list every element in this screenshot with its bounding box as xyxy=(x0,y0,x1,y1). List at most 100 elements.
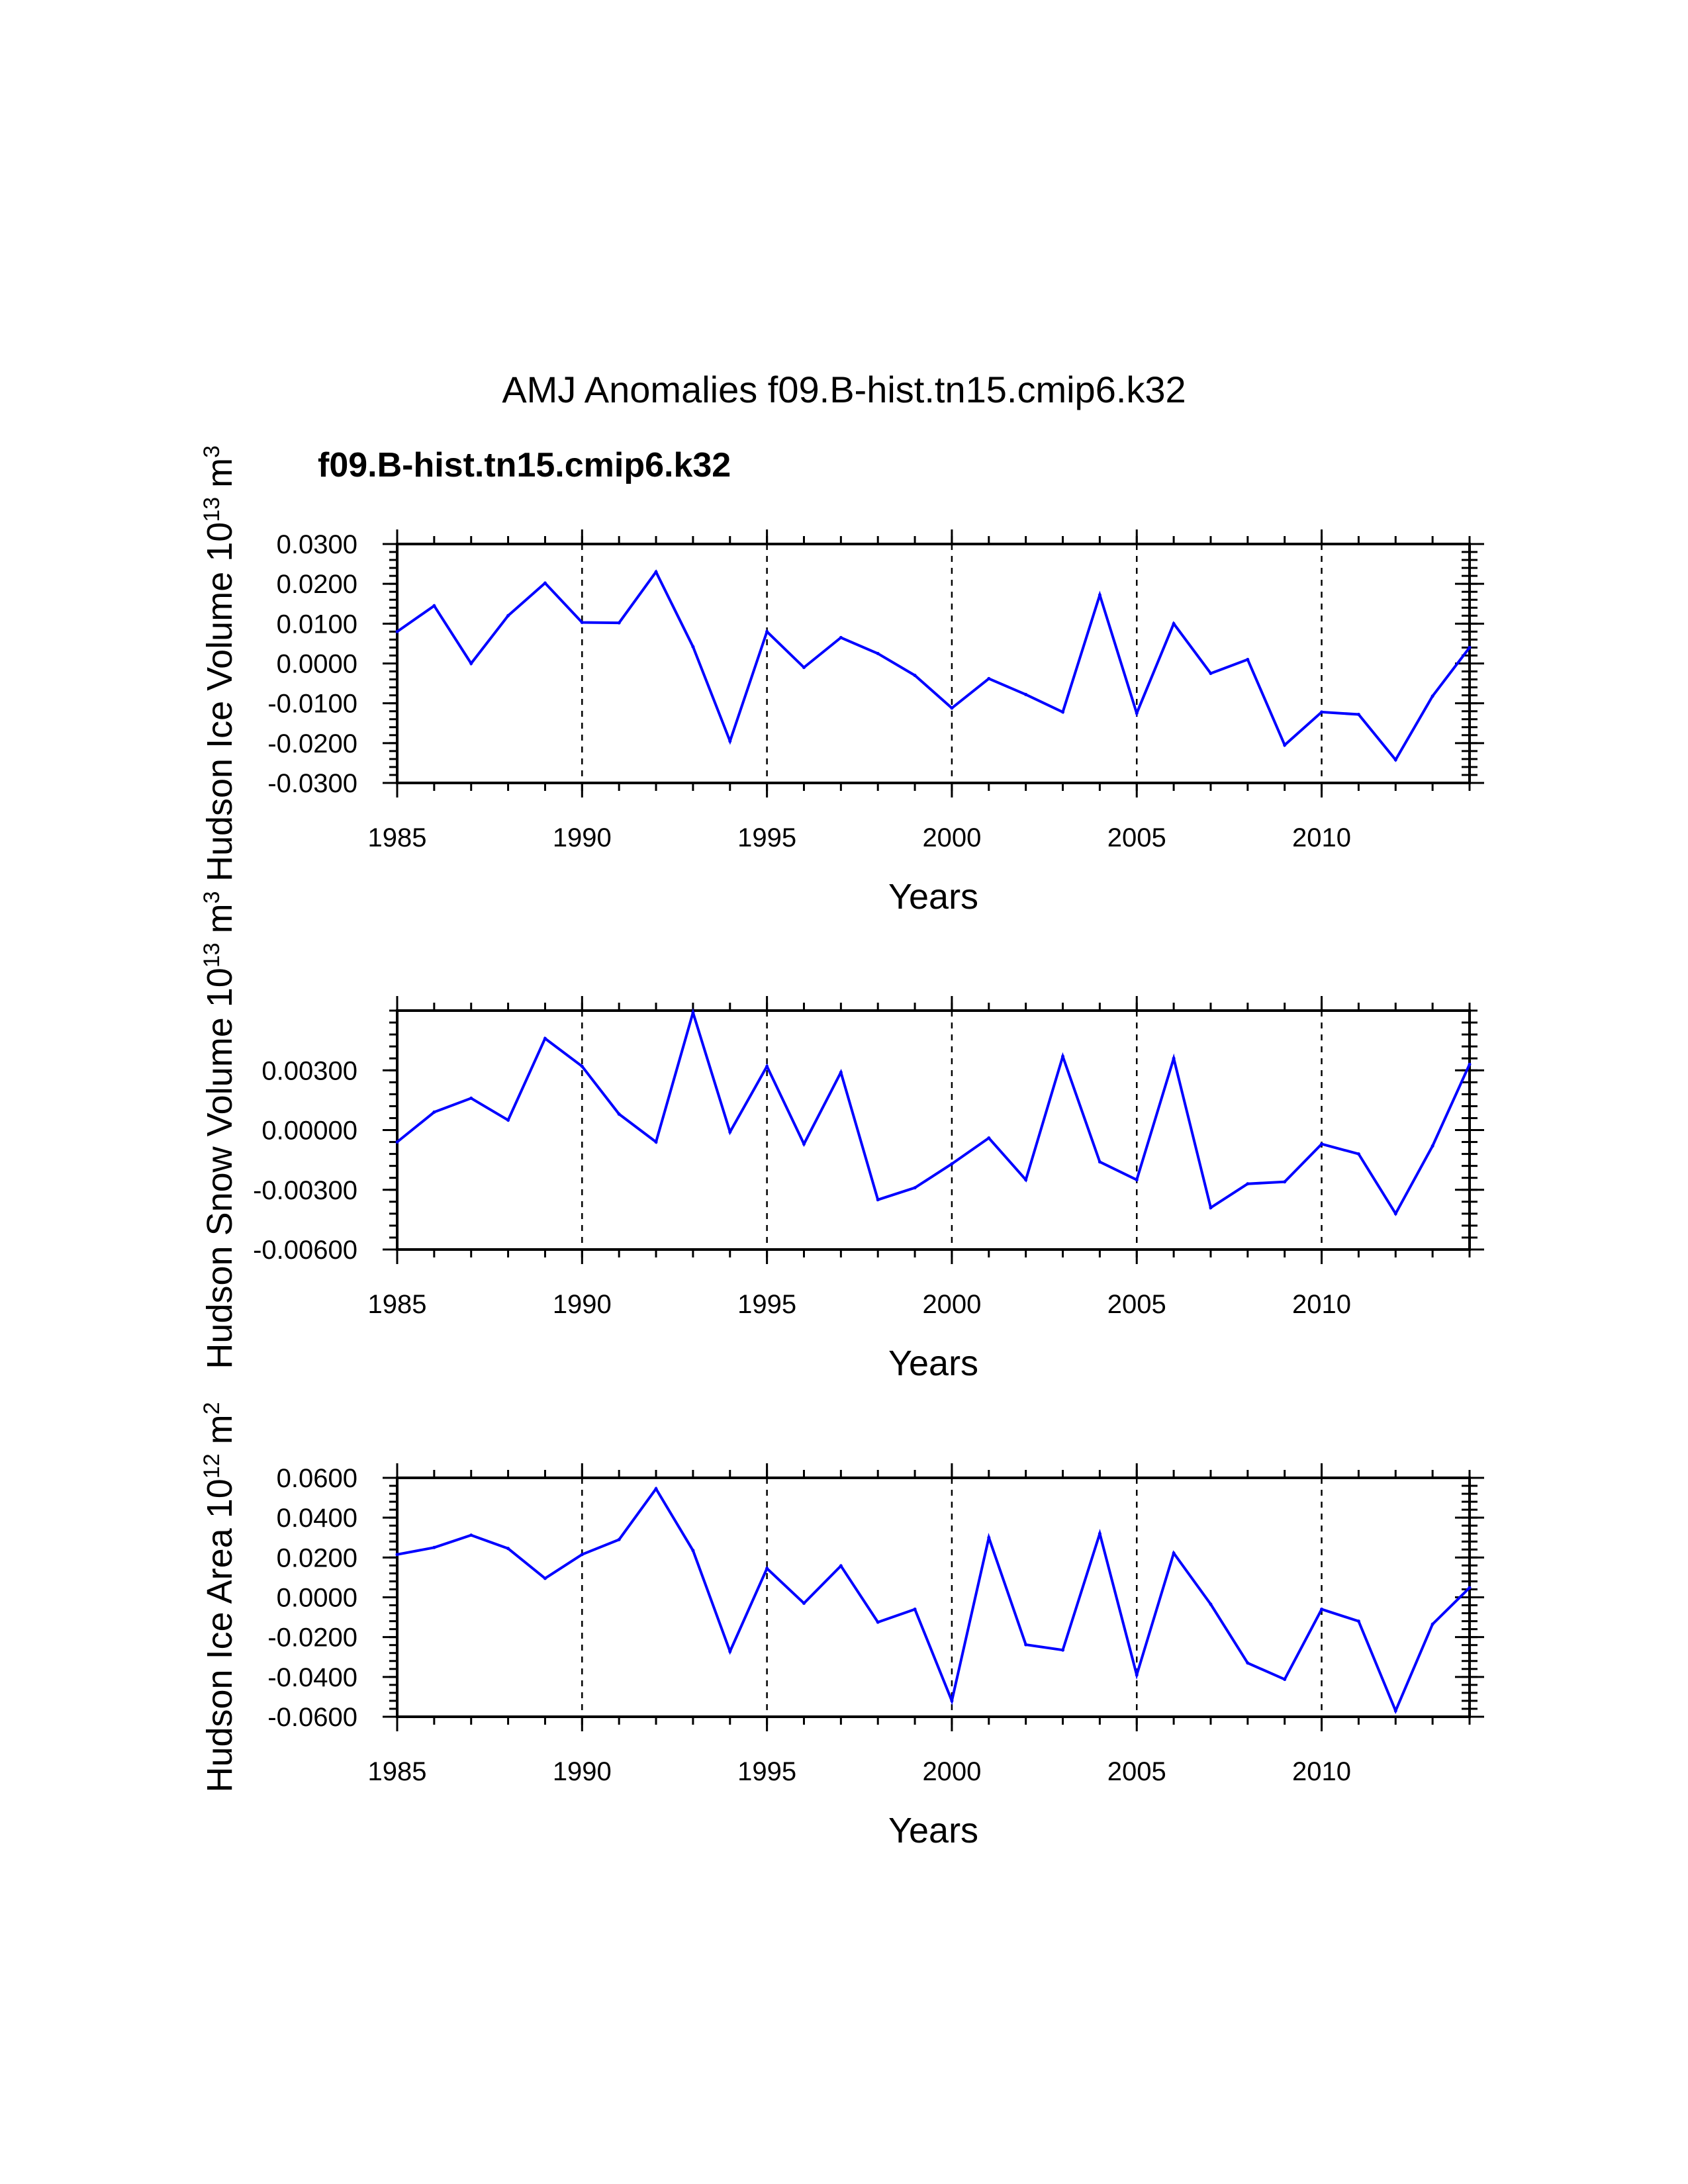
data-point xyxy=(432,1110,436,1114)
data-point xyxy=(1430,1622,1434,1626)
data-point xyxy=(1356,1152,1360,1156)
series-line xyxy=(396,569,1471,762)
x-tick-label: 2005 xyxy=(1107,1757,1166,1786)
y-tick-label: -0.00300 xyxy=(253,1176,357,1205)
data-point xyxy=(543,1576,547,1580)
x-axis-label: Years xyxy=(888,1343,978,1383)
y-axis-label-part: m xyxy=(200,903,240,933)
data-point xyxy=(1468,1586,1472,1590)
x-tick-label: 2000 xyxy=(922,1757,981,1786)
data-point xyxy=(469,1096,473,1100)
x-tick-label: 1995 xyxy=(737,823,796,852)
x-tick-label: 2005 xyxy=(1107,1290,1166,1319)
y-tick-label: -0.0200 xyxy=(267,1623,357,1653)
y-tick-label: -0.0400 xyxy=(267,1663,357,1692)
data-point xyxy=(1024,1178,1028,1182)
data-point xyxy=(802,1602,806,1606)
series-line xyxy=(397,1486,1471,1715)
data-point xyxy=(1393,758,1397,762)
x-tick-label: 2010 xyxy=(1292,823,1351,852)
y-tick-label: -0.0200 xyxy=(267,729,357,758)
data-point xyxy=(691,1549,695,1553)
y-tick-label: 0.00300 xyxy=(261,1056,357,1085)
data-point xyxy=(395,1140,399,1144)
data-point xyxy=(950,706,954,710)
y-axis-label: Hudson Ice Area 1012 m2 xyxy=(199,1402,240,1792)
x-tick-label: 2000 xyxy=(922,1290,981,1319)
data-point xyxy=(1283,1180,1287,1184)
data-point xyxy=(1209,1602,1213,1606)
data-point xyxy=(1172,1551,1176,1555)
data-point xyxy=(1098,1531,1102,1535)
data-point xyxy=(1061,1054,1065,1058)
data-point xyxy=(691,645,695,649)
x-tick-label: 1985 xyxy=(368,1757,427,1786)
data-point xyxy=(1356,713,1360,717)
data-point xyxy=(580,621,584,625)
data-point xyxy=(1135,711,1139,715)
data-point xyxy=(580,1553,584,1557)
snow-volume-panel: 1985 1990 1995 2000 2005 2010 0.00300 0.00000 -0… xyxy=(199,891,1484,1383)
y-tick-label: 0.0100 xyxy=(277,610,357,639)
x-tick-label: 1990 xyxy=(553,1290,612,1319)
y-axis-label-part: Hudson Ice Volume 10 xyxy=(200,522,240,882)
data-point xyxy=(1393,1709,1397,1713)
y-axis-label-part: 2 xyxy=(199,1402,224,1414)
data-point xyxy=(1320,1142,1324,1146)
data-point xyxy=(654,1487,658,1491)
data-point xyxy=(1098,593,1102,597)
x-axis-label: Years xyxy=(888,877,978,917)
data-point xyxy=(913,674,917,678)
y-axis-label-part: 3 xyxy=(199,445,224,458)
data-point xyxy=(987,1535,991,1539)
data-point xyxy=(987,1136,991,1140)
data-point xyxy=(469,662,473,665)
y-axis-label-part: m xyxy=(200,1414,240,1444)
data-point xyxy=(765,1567,769,1570)
data-point xyxy=(1172,621,1176,625)
data-point xyxy=(728,739,732,743)
data-point xyxy=(395,1553,399,1557)
y-axis-label-part: Hudson Snow Volume 10 xyxy=(200,968,240,1369)
data-point xyxy=(617,621,621,625)
data-point xyxy=(950,1699,954,1703)
y-tick-label: 0.0000 xyxy=(277,1584,357,1613)
y-axis-label-part: Hudson Ice Area 10 xyxy=(200,1479,240,1792)
x-tick-label: 1990 xyxy=(553,823,612,852)
y-tick-label: -0.0600 xyxy=(267,1703,357,1732)
data-point xyxy=(1209,1206,1213,1210)
data-point xyxy=(617,1537,621,1541)
data-point xyxy=(1320,1608,1324,1612)
x-tick-label: 2010 xyxy=(1292,1290,1351,1319)
y-axis-label-part: 12 xyxy=(199,1453,224,1479)
data-point xyxy=(1320,710,1324,714)
y-axis-label: Hudson Snow Volume 1013 m3 xyxy=(199,891,240,1369)
data-point xyxy=(876,1198,880,1202)
x-tick-label: 1995 xyxy=(737,1757,796,1786)
data-point xyxy=(432,604,436,608)
y-tick-label: -0.0100 xyxy=(267,690,357,719)
data-point xyxy=(839,1564,843,1568)
data-point xyxy=(839,635,843,639)
data-point xyxy=(1246,1182,1250,1186)
data-point xyxy=(1246,1661,1250,1665)
data-point xyxy=(506,1547,510,1551)
data-point xyxy=(654,1140,658,1144)
data-point xyxy=(1356,1619,1360,1623)
data-point xyxy=(802,1142,806,1146)
data-point xyxy=(765,629,769,633)
y-tick-label: 0.0300 xyxy=(277,530,357,559)
data-point xyxy=(691,1011,695,1015)
series-line xyxy=(396,1007,1471,1216)
data-point xyxy=(617,1112,621,1116)
data-point xyxy=(395,629,399,633)
y-axis-label-part: 13 xyxy=(199,942,224,968)
data-point xyxy=(543,1036,547,1040)
y-axis-label: Hudson Ice Volume 1013 m3 xyxy=(199,445,240,882)
data-point xyxy=(506,614,510,617)
data-point xyxy=(1283,1677,1287,1681)
data-point xyxy=(728,1130,732,1134)
data-point xyxy=(1209,672,1213,676)
data-point xyxy=(1135,1178,1139,1182)
